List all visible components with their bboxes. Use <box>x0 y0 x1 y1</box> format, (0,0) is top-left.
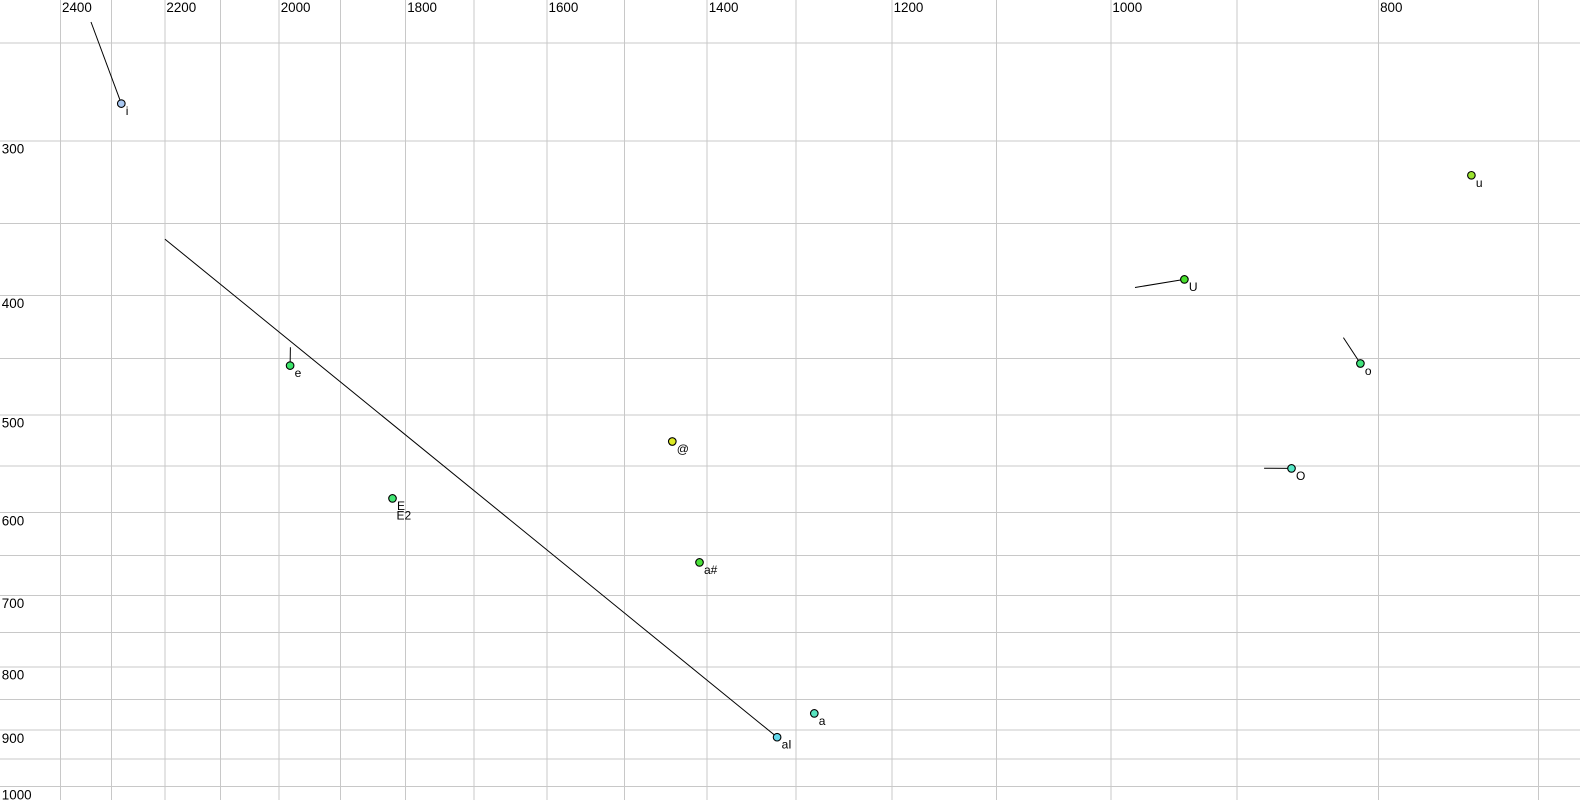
svg-text:2000: 2000 <box>281 0 311 15</box>
svg-text:1000: 1000 <box>2 787 32 800</box>
svg-text:2400: 2400 <box>62 0 92 15</box>
svg-text:700: 700 <box>2 596 24 611</box>
svg-text:600: 600 <box>2 513 24 528</box>
svg-text:i: i <box>126 104 129 118</box>
svg-text:u: u <box>1476 176 1483 190</box>
svg-text:O: O <box>1296 469 1305 483</box>
svg-text:1000: 1000 <box>1112 0 1142 15</box>
svg-text:1600: 1600 <box>549 0 579 15</box>
svg-text:a: a <box>819 714 826 728</box>
svg-text:900: 900 <box>2 731 24 746</box>
svg-text:aI: aI <box>782 738 792 752</box>
svg-text:a#: a# <box>704 563 718 577</box>
svg-text:1200: 1200 <box>894 0 924 15</box>
svg-text:500: 500 <box>2 416 24 431</box>
svg-text:e: e <box>295 366 302 380</box>
svg-text:800: 800 <box>1380 0 1402 15</box>
svg-text:2200: 2200 <box>166 0 196 15</box>
svg-text:400: 400 <box>2 296 24 311</box>
svg-text:E2: E2 <box>397 509 412 523</box>
svg-text:o: o <box>1365 364 1372 378</box>
svg-text:@: @ <box>677 442 689 456</box>
svg-text:U: U <box>1189 280 1198 294</box>
svg-text:1400: 1400 <box>709 0 739 15</box>
svg-text:1800: 1800 <box>407 0 437 15</box>
svg-text:800: 800 <box>2 668 24 683</box>
svg-text:300: 300 <box>2 142 24 157</box>
